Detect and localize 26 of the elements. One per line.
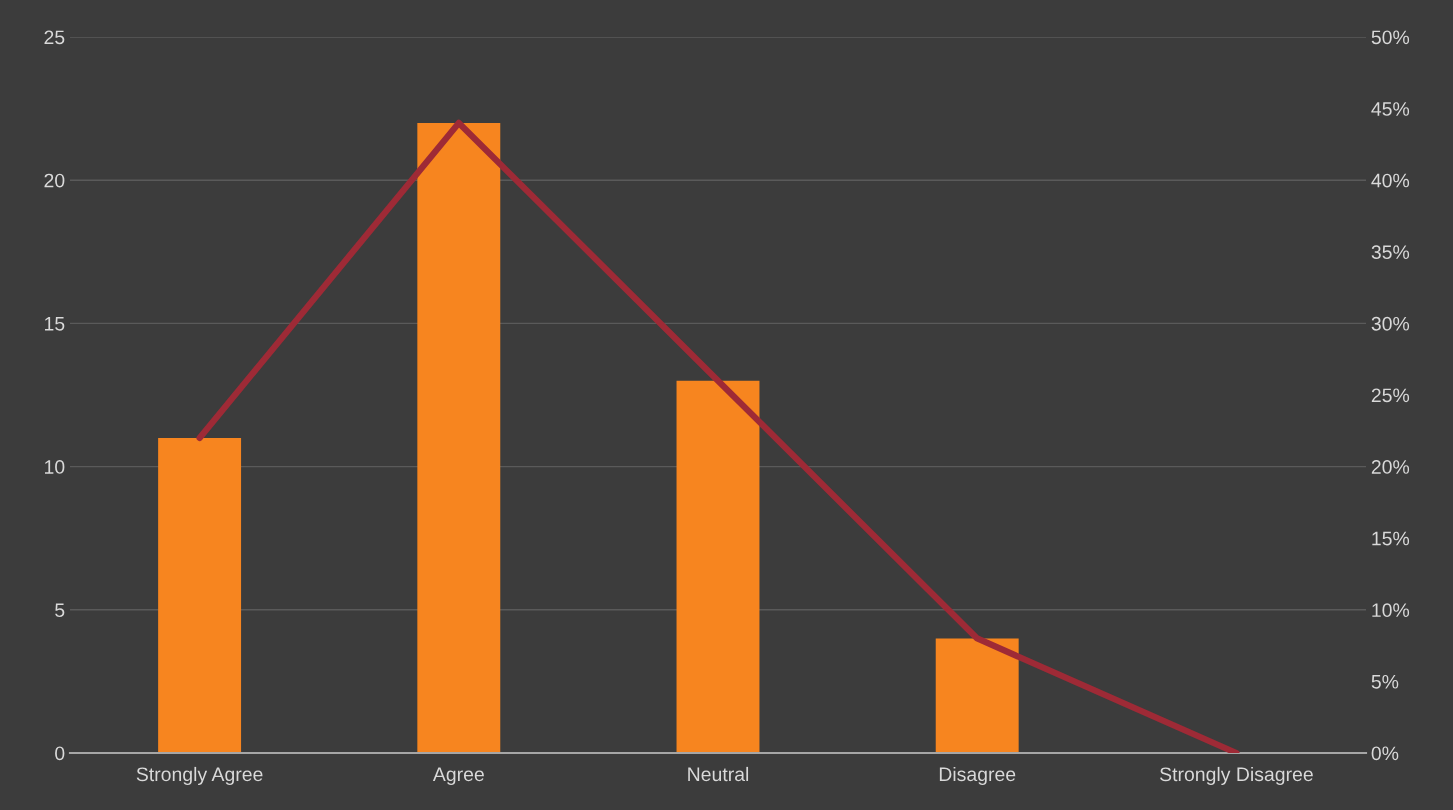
bar bbox=[935, 638, 1019, 753]
y2-tick-label: 45% bbox=[1371, 102, 1410, 116]
x-tick-label: Strongly Disagree bbox=[1160, 766, 1313, 786]
x-tick-label: Disagree bbox=[939, 766, 1016, 786]
y2-tick-label: 35% bbox=[1371, 245, 1410, 260]
y2-tick-label: 5% bbox=[1371, 674, 1399, 689]
y2-tick-label: 15% bbox=[1372, 531, 1410, 546]
y2-tick-label: 40% bbox=[1371, 173, 1410, 188]
y2-tick-label: 50% bbox=[1371, 30, 1410, 45]
y2-tick-label: 10% bbox=[1372, 603, 1410, 618]
x-tick-label: Neutral bbox=[688, 766, 749, 782]
x-tick-label: Agree bbox=[432, 767, 484, 786]
y2-tick-label: 0% bbox=[1371, 746, 1399, 761]
x-tick-label: Strongly Agree bbox=[136, 766, 263, 786]
y2-tick-label: 25% bbox=[1371, 388, 1410, 403]
y-tick-label: 0 bbox=[55, 746, 65, 761]
y-tick-label: 10 bbox=[45, 460, 65, 474]
y2-tick-label: 30% bbox=[1371, 316, 1410, 331]
y-tick-label: 20 bbox=[44, 173, 65, 188]
y-tick-label: 25 bbox=[44, 30, 65, 45]
bar bbox=[417, 122, 501, 753]
bar bbox=[676, 380, 760, 753]
y-tick-label: 5 bbox=[55, 603, 65, 618]
y-tick-label: 15 bbox=[45, 317, 65, 331]
y2-tick-label: 20% bbox=[1371, 460, 1410, 474]
bar bbox=[158, 437, 242, 753]
